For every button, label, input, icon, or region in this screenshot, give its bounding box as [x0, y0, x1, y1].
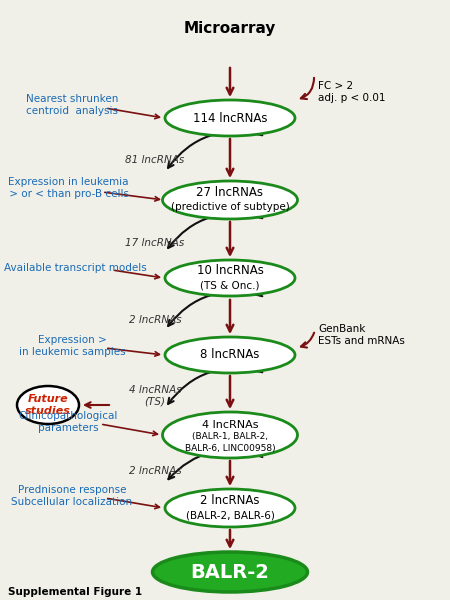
Ellipse shape: [165, 489, 295, 527]
Text: 81 lncRNAs: 81 lncRNAs: [126, 155, 184, 165]
Text: 2 lncRNAs: 2 lncRNAs: [129, 315, 181, 325]
Text: (TS & Onc.): (TS & Onc.): [200, 280, 260, 290]
Text: FC > 2
adj. p < 0.01: FC > 2 adj. p < 0.01: [318, 81, 386, 103]
Text: Future
studies: Future studies: [25, 394, 71, 416]
Text: 8 lncRNAs: 8 lncRNAs: [200, 349, 260, 361]
Text: Clinicopathological
parameters: Clinicopathological parameters: [18, 411, 118, 433]
Text: Microarray: Microarray: [184, 20, 276, 35]
Ellipse shape: [162, 181, 297, 219]
Text: BALR-2: BALR-2: [190, 563, 270, 581]
Text: 4 lncRNAs
(TS): 4 lncRNAs (TS): [129, 385, 181, 407]
Text: (predictive of subtype): (predictive of subtype): [171, 202, 289, 212]
Text: Prednisone response
Subcellular localization: Prednisone response Subcellular localiza…: [11, 485, 133, 507]
Ellipse shape: [165, 100, 295, 136]
Ellipse shape: [162, 412, 297, 458]
Text: Expression in leukemia
 > or < than pro-B cells: Expression in leukemia > or < than pro-B…: [6, 177, 130, 199]
Text: 114 lncRNAs: 114 lncRNAs: [193, 112, 267, 124]
Text: BALR-6, LINC00958): BALR-6, LINC00958): [184, 443, 275, 452]
Text: 10 lncRNAs: 10 lncRNAs: [197, 265, 263, 277]
Text: Supplemental Figure 1: Supplemental Figure 1: [8, 587, 142, 597]
Text: 27 lncRNAs: 27 lncRNAs: [197, 187, 264, 199]
Text: (BALR-2, BALR-6): (BALR-2, BALR-6): [185, 510, 274, 520]
Text: GenBank
ESTs and mRNAs: GenBank ESTs and mRNAs: [318, 324, 405, 346]
Ellipse shape: [153, 552, 307, 592]
Text: Available transcript models: Available transcript models: [4, 263, 146, 273]
Text: Nearest shrunken
centroid  analysis: Nearest shrunken centroid analysis: [26, 94, 118, 116]
Ellipse shape: [165, 337, 295, 373]
Text: 2 lncRNAs: 2 lncRNAs: [129, 466, 181, 476]
Ellipse shape: [17, 386, 79, 424]
Text: 17 lncRNAs: 17 lncRNAs: [126, 238, 184, 248]
Text: (BALR-1, BALR-2,: (BALR-1, BALR-2,: [192, 433, 268, 442]
Ellipse shape: [165, 260, 295, 296]
Text: 2 lncRNAs: 2 lncRNAs: [200, 494, 260, 508]
Text: Expression >
in leukemic samples: Expression > in leukemic samples: [19, 335, 125, 357]
Text: 4 lncRNAs: 4 lncRNAs: [202, 420, 258, 430]
